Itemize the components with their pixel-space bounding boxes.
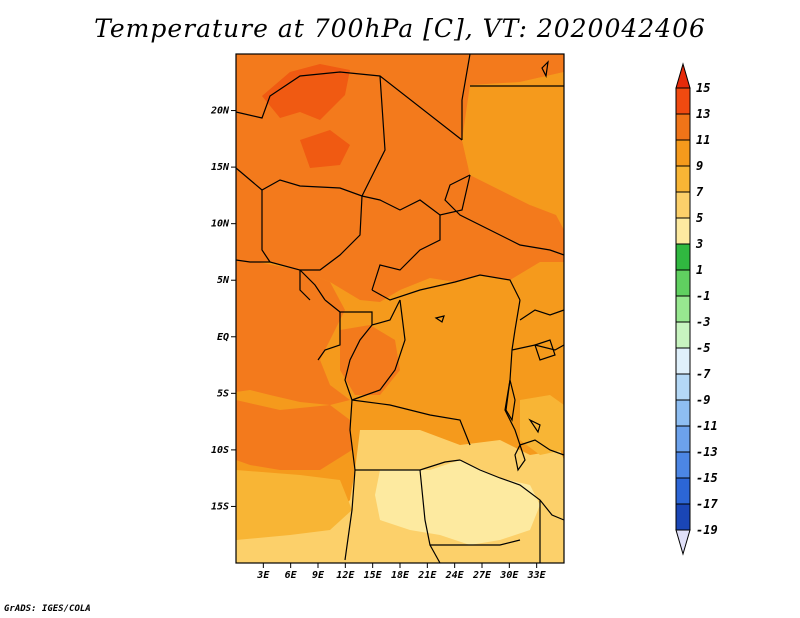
field-southwest-warm — [236, 400, 352, 470]
field-hot-spot-2 — [300, 130, 350, 168]
y-tick-label: 10N — [211, 219, 230, 230]
colorbar-segment — [675, 139, 691, 167]
x-tick-label: 12E — [336, 570, 355, 581]
y-tick-label: 20N — [210, 106, 230, 117]
colorbar-segment — [675, 217, 691, 245]
x-axis: 3E 6E 9E 12E 15E 18E 21E 24E 27E 30E 33E — [256, 563, 547, 581]
colorbar-label: -9 — [696, 393, 710, 407]
colorbar-label: 15 — [696, 81, 710, 95]
colorbar-segment — [675, 113, 691, 141]
field-northeast-cool — [462, 72, 564, 215]
colorbar-segment — [675, 373, 691, 401]
colorbar-label: -3 — [696, 315, 710, 329]
lakes — [434, 60, 556, 472]
border-line — [429, 544, 441, 564]
colorbar-segment — [675, 477, 691, 505]
colorbar-label: -5 — [696, 341, 710, 355]
x-tick-label: 6E — [285, 570, 298, 581]
colorbar-segment — [675, 321, 691, 349]
colorbar-top-arrow — [675, 62, 691, 89]
temperature-field — [236, 54, 564, 563]
lake-shape — [505, 379, 516, 422]
x-tick-label: 30E — [499, 570, 519, 581]
colorbar-segment — [675, 87, 691, 115]
border-line — [371, 274, 521, 301]
border-line — [519, 439, 565, 456]
colorbar: 15 13 11 9 7 5 3 1 -1 -3 -5 -7 -9 -11 -13 -15 -17 -19 — [675, 62, 718, 556]
colorbar-label: -15 — [696, 471, 718, 485]
colorbar-label: -1 — [696, 289, 710, 303]
colorbar-segment — [675, 451, 691, 479]
colorbar-segment — [675, 503, 691, 531]
colorbar-segment — [675, 243, 691, 271]
chart-title: Temperature at 700hPa [C], VT: 202004240… — [94, 14, 706, 43]
colorbar-segment — [675, 347, 691, 375]
colorbar-segment — [675, 269, 691, 297]
colorbar-label: 3 — [695, 237, 703, 251]
lake-shape — [514, 443, 526, 472]
colorbar-label: 11 — [696, 133, 710, 147]
field-east-cool-patch — [520, 395, 564, 455]
x-tick-label: 15E — [364, 570, 383, 581]
colorbar-label: -11 — [696, 419, 718, 433]
x-tick-label: 9E — [312, 570, 325, 581]
border-line — [351, 299, 406, 401]
y-tick-label: EQ — [217, 332, 229, 343]
lake-shape — [528, 418, 541, 434]
colorbar-segment — [675, 165, 691, 193]
lake-shape — [534, 339, 556, 361]
field-congo-warm — [340, 325, 400, 395]
border-line — [444, 174, 565, 256]
y-tick-label: 5S — [217, 388, 229, 399]
x-tick-label: 33E — [527, 570, 547, 581]
border-line — [511, 344, 565, 351]
colorbar-segment — [675, 191, 691, 219]
colorbar-label: -19 — [696, 523, 718, 537]
x-tick-label: 27E — [472, 570, 492, 581]
colorbar-segment — [675, 425, 691, 453]
colorbar-label: 9 — [696, 159, 703, 173]
field-hot-core — [262, 64, 350, 120]
colorbar-segment — [675, 399, 691, 427]
x-tick-label: 21E — [417, 570, 437, 581]
colorbar-segment — [675, 295, 691, 323]
border-line — [317, 312, 341, 361]
border-line — [324, 299, 401, 326]
colorbar-label: 13 — [696, 107, 710, 121]
colorbar-label: -13 — [696, 445, 718, 459]
colorbar-label: -17 — [696, 497, 718, 511]
grads-credit: GrADS: IGES/COLA — [4, 604, 91, 614]
colorbar-label: -7 — [696, 367, 711, 381]
lake-shape — [434, 315, 445, 323]
x-tick-label: 24E — [445, 570, 465, 581]
border-line — [461, 53, 471, 140]
border-line — [361, 75, 386, 197]
lake-shape — [541, 60, 549, 78]
country-borders — [235, 53, 565, 564]
y-tick-label: 15N — [211, 162, 230, 173]
border-line — [235, 167, 471, 216]
border-line — [300, 195, 363, 271]
colorbar-bottom-arrow — [675, 529, 691, 556]
colorbar-label: 5 — [696, 211, 703, 225]
border-line — [299, 270, 311, 301]
colorbar-label: 1 — [696, 263, 703, 277]
y-axis: 20N 15N 10N 5N EQ 5S 10S 15S — [210, 106, 236, 512]
border-line — [261, 190, 271, 263]
x-tick-label: 18E — [391, 570, 410, 581]
field-south-coolest — [375, 460, 540, 545]
y-tick-label: 5N — [217, 275, 230, 286]
border-line — [371, 215, 441, 291]
border-line — [519, 309, 565, 321]
border-line — [344, 324, 373, 401]
field-southwest-corner — [236, 470, 352, 540]
border-line — [235, 259, 326, 301]
y-tick-label: 10S — [211, 445, 229, 456]
x-tick-label: 3E — [256, 570, 270, 581]
colorbar-label: 7 — [696, 185, 704, 199]
y-tick-label: 15S — [211, 501, 229, 512]
border-line — [351, 399, 471, 446]
border-line — [459, 459, 565, 521]
